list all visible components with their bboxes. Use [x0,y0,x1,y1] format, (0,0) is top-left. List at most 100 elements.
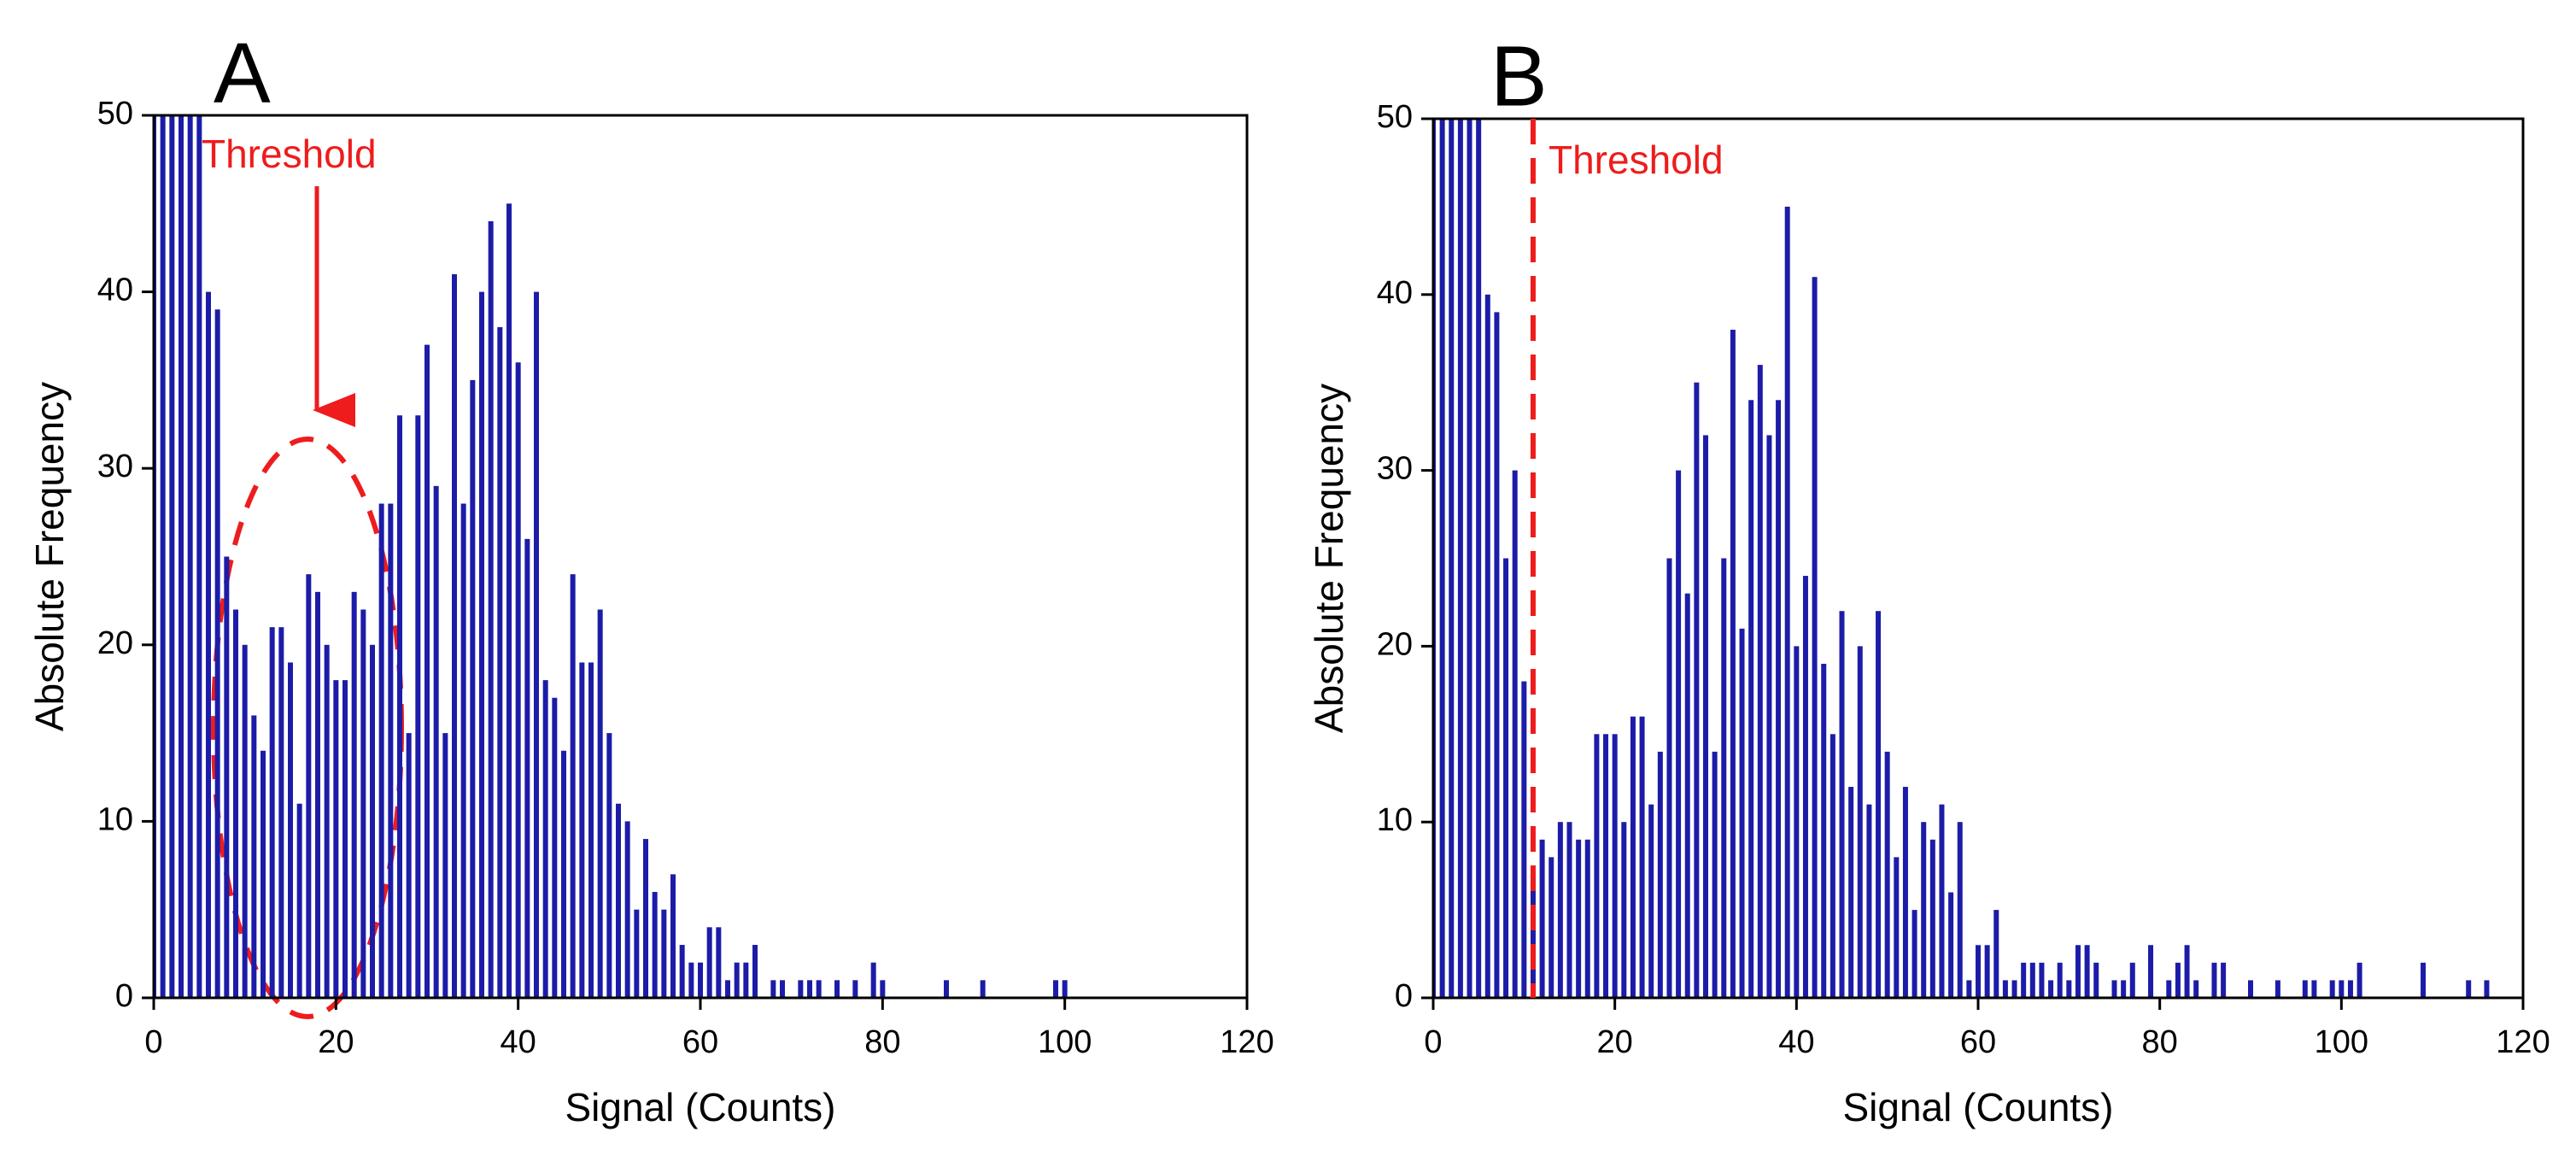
bar [1467,119,1472,998]
y-tick-label: 30 [1377,451,1413,487]
bar [616,803,621,998]
bar [261,750,266,998]
bar [1766,435,1772,998]
bar [179,115,184,998]
bar [534,291,539,998]
bar [1802,576,1808,998]
bar [770,980,776,998]
bar [698,962,703,998]
bar [1921,822,1927,998]
bar [488,220,494,998]
bar [1062,980,1068,998]
y-tick-label: 10 [97,801,133,837]
bar [2184,945,2190,998]
bar [214,309,220,998]
bar [2011,980,2017,998]
bar [233,609,238,998]
bar [306,574,312,998]
bar [2421,962,2427,998]
y-tick-label: 40 [1377,275,1413,311]
bar [2221,962,2227,998]
bar [2111,980,2117,998]
bar [2175,962,2181,998]
bar [1748,400,1754,998]
bar [1821,663,1827,998]
x-tick-label: 60 [1960,1024,1996,1060]
bar [360,609,366,998]
bar [870,962,876,998]
bar [1530,874,1536,998]
bar [1902,787,1908,998]
bar [251,715,257,998]
bar [1721,558,1727,998]
bar [1676,470,1682,998]
bar [169,115,175,998]
x-axis-label: Signal (Counts) [565,1085,835,1129]
y-tick-label: 50 [97,96,133,132]
bar [470,379,476,998]
x-tick-label: 40 [1778,1024,1814,1060]
x-tick-label: 20 [1597,1024,1633,1060]
bar [370,644,375,998]
bar [315,591,320,998]
y-tick-label: 10 [1377,802,1413,838]
x-tick-label: 100 [1038,1024,1092,1060]
bar [2002,980,2008,998]
x-tick-label: 80 [2142,1024,2178,1060]
bar [624,821,630,998]
bar [1976,945,1981,998]
bar [206,291,211,998]
bar [1876,611,1882,998]
bar [1866,804,1872,998]
x-tick-label: 120 [1220,1024,1273,1060]
bar [1476,119,1482,998]
bar [242,644,248,998]
bar [433,485,439,998]
bar [460,503,466,998]
bar [597,609,603,998]
bar [734,962,740,998]
bar [834,980,840,998]
bar [1712,751,1718,998]
bar [1703,435,1708,998]
bar [1657,751,1663,998]
bar [1639,716,1645,998]
bar [196,115,202,998]
bar [2129,962,2135,998]
bar [1694,382,1700,998]
bar [2021,962,2027,998]
y-tick-label: 20 [97,625,133,661]
bar [1957,822,1963,998]
bar [224,556,230,998]
bar [634,909,640,998]
bar [278,627,284,998]
bar [816,980,822,998]
x-tick-label: 0 [144,1024,162,1060]
bar [1557,822,1563,998]
bar [296,803,302,998]
bar [378,503,384,998]
bar [980,980,986,998]
x-tick-label: 40 [501,1024,536,1060]
bar [2193,980,2199,998]
bar [2039,962,2045,998]
bar [1739,628,1745,998]
bar [342,680,348,998]
bar [1439,119,1445,998]
annotation: Threshold [202,132,377,176]
bar [1484,294,1490,998]
bar [2339,980,2345,998]
bar [2302,980,2308,998]
bar [579,662,585,998]
bar [752,945,758,998]
y-tick-label: 0 [115,978,133,1014]
bar [1966,980,1972,998]
x-axis-label: Signal (Counts) [1842,1085,2113,1129]
bar [187,115,193,998]
bar [807,980,812,998]
bar [1549,857,1554,998]
bar [1603,734,1609,998]
bar [524,538,530,998]
bar [588,662,594,998]
bar [1794,646,1800,998]
